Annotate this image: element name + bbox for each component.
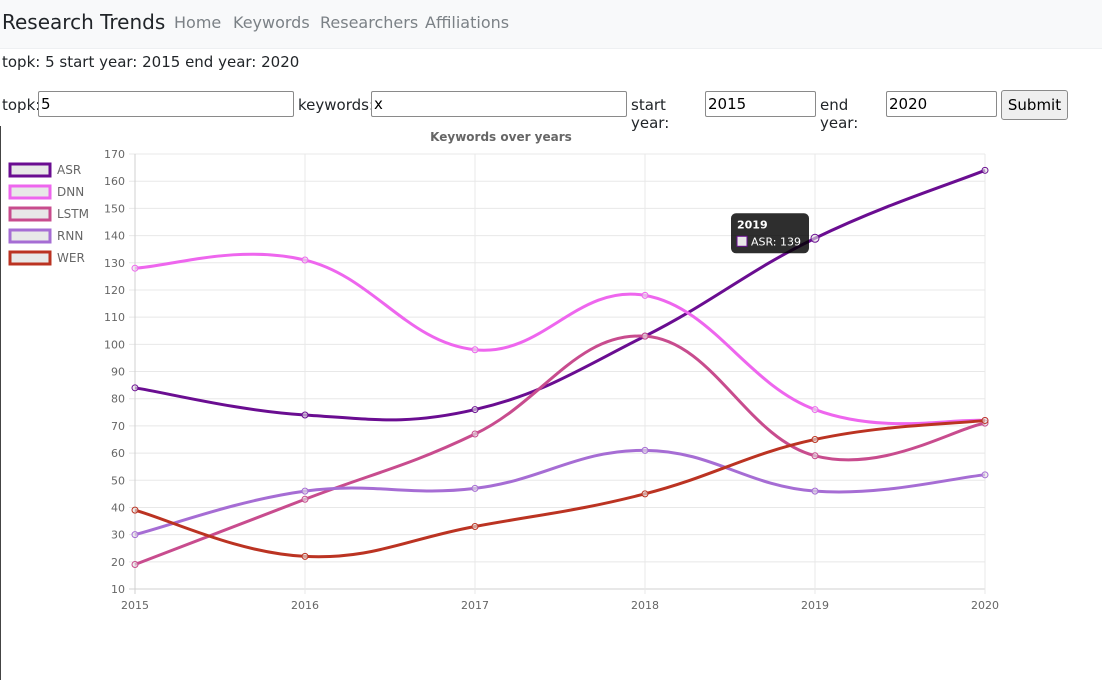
topk-label: topk: [2, 96, 41, 114]
left-edge-divider [0, 126, 1, 680]
data-point-lstm[interactable] [301, 495, 309, 503]
data-point-rnn[interactable] [301, 487, 309, 495]
x-tick-label: 2017 [461, 599, 489, 612]
x-tick-label: 2015 [121, 599, 149, 612]
data-point-rnn[interactable] [981, 471, 989, 479]
y-tick-label: 20 [111, 556, 125, 569]
data-point-wer[interactable] [471, 522, 479, 530]
data-point-wer[interactable] [641, 490, 649, 498]
chart-legend: ASR DNN LSTM RNN WER [8, 162, 89, 266]
chart-series [131, 166, 989, 569]
y-tick-label: 100 [104, 338, 125, 351]
data-point-dnn[interactable] [301, 256, 309, 264]
chart-title: Keywords over years [430, 130, 572, 144]
y-tick-label: 150 [104, 202, 125, 215]
y-tick-label: 120 [104, 284, 125, 297]
legend-label-lstm[interactable]: LSTM [57, 207, 89, 221]
x-tick-label: 2016 [291, 599, 319, 612]
brand-title[interactable]: Research Trends [2, 10, 166, 34]
series-line-rnn [134, 448, 986, 537]
y-axis: 10 20 30 40 50 60 70 80 90 100 110 120 130 140 150 160 1… [104, 148, 125, 596]
data-point-lstm[interactable] [471, 430, 479, 438]
series-line-asr [134, 168, 986, 422]
tooltip-swatch [736, 235, 748, 247]
nav-link-home[interactable]: Home [174, 13, 222, 32]
data-point-dnn[interactable] [131, 264, 139, 272]
nav-link-keywords[interactable]: Keywords [233, 13, 310, 32]
legend-swatch-lstm[interactable] [8, 206, 52, 222]
keywords-input[interactable] [371, 91, 627, 117]
data-point-rnn[interactable] [131, 531, 139, 539]
chart-tooltip: 2019 ASR: 139 [731, 213, 809, 254]
data-point-dnn[interactable] [811, 406, 819, 414]
topk-input[interactable] [38, 91, 294, 117]
start-year-label: start year: [631, 96, 670, 132]
query-summary: topk: 5 start year: 2015 end year: 2020 [2, 53, 300, 71]
data-point-wer[interactable] [811, 435, 819, 443]
legend-swatch-asr[interactable] [8, 162, 52, 178]
data-point-lstm[interactable] [131, 561, 139, 569]
legend-swatch-dnn[interactable] [8, 184, 52, 200]
data-point-rnn[interactable] [471, 484, 479, 492]
end-year-label: end year: [820, 96, 859, 132]
data-point-wer[interactable] [981, 416, 989, 424]
y-tick-label: 60 [111, 447, 125, 460]
series-line-wer [134, 418, 986, 559]
data-point-dnn[interactable] [641, 291, 649, 299]
y-tick-label: 140 [104, 230, 125, 243]
legend-swatch-rnn[interactable] [8, 228, 52, 244]
data-point-asr[interactable] [301, 411, 309, 419]
legend-label-wer[interactable]: WER [57, 251, 85, 265]
data-point-asr[interactable] [810, 233, 820, 243]
tooltip-value: ASR: 139 [751, 235, 801, 248]
data-point-lstm[interactable] [811, 452, 819, 460]
series-line-dnn [134, 252, 986, 426]
chart-grid [129, 153, 986, 594]
legend-label-asr[interactable]: ASR [57, 163, 81, 177]
data-point-dnn[interactable] [471, 346, 479, 354]
y-tick-label: 80 [111, 393, 125, 406]
legend-label-dnn[interactable]: DNN [57, 185, 84, 199]
end-year-input[interactable] [886, 91, 997, 117]
y-tick-label: 40 [111, 501, 125, 514]
tooltip-title: 2019 [737, 218, 768, 231]
start-year-input[interactable] [705, 91, 816, 117]
nav-link-affiliations[interactable]: Affiliations [425, 13, 510, 32]
legend-swatch-wer[interactable] [8, 250, 52, 266]
y-tick-label: 50 [111, 474, 125, 487]
tooltip-box [731, 213, 809, 254]
nav-link-researchers[interactable]: Researchers [320, 13, 419, 32]
y-tick-label: 90 [111, 366, 125, 379]
y-tick-label: 70 [111, 420, 125, 433]
legend-label-rnn[interactable]: RNN [57, 229, 83, 243]
series-line-lstm [134, 334, 986, 566]
y-tick-label: 10 [111, 583, 125, 596]
data-point-lstm[interactable] [641, 332, 649, 340]
keywords-label: keywords: [298, 96, 374, 114]
y-tick-label: 170 [104, 148, 125, 161]
y-tick-label: 130 [104, 257, 125, 270]
data-point-asr[interactable] [471, 406, 479, 414]
y-tick-label: 160 [104, 175, 125, 188]
y-tick-label: 110 [104, 311, 125, 324]
keywords-chart: Keywords over years 10203040506070809010… [8, 130, 999, 612]
x-tick-label: 2020 [971, 599, 999, 612]
data-point-rnn[interactable] [811, 487, 819, 495]
data-point-asr[interactable] [981, 166, 989, 174]
data-point-asr[interactable] [131, 384, 139, 392]
data-point-wer[interactable] [131, 506, 139, 514]
data-point-wer[interactable] [301, 552, 309, 560]
data-point-rnn[interactable] [641, 446, 649, 454]
submit-button[interactable]: Submit [1001, 90, 1068, 120]
x-tick-label: 2018 [631, 599, 659, 612]
x-axis: 2015 2016 2017 2018 2019 2020 [121, 599, 999, 612]
y-tick-label: 30 [111, 529, 125, 542]
navbar: Research Trends Home Keywords Researcher… [0, 0, 1102, 49]
x-tick-label: 2019 [801, 599, 829, 612]
